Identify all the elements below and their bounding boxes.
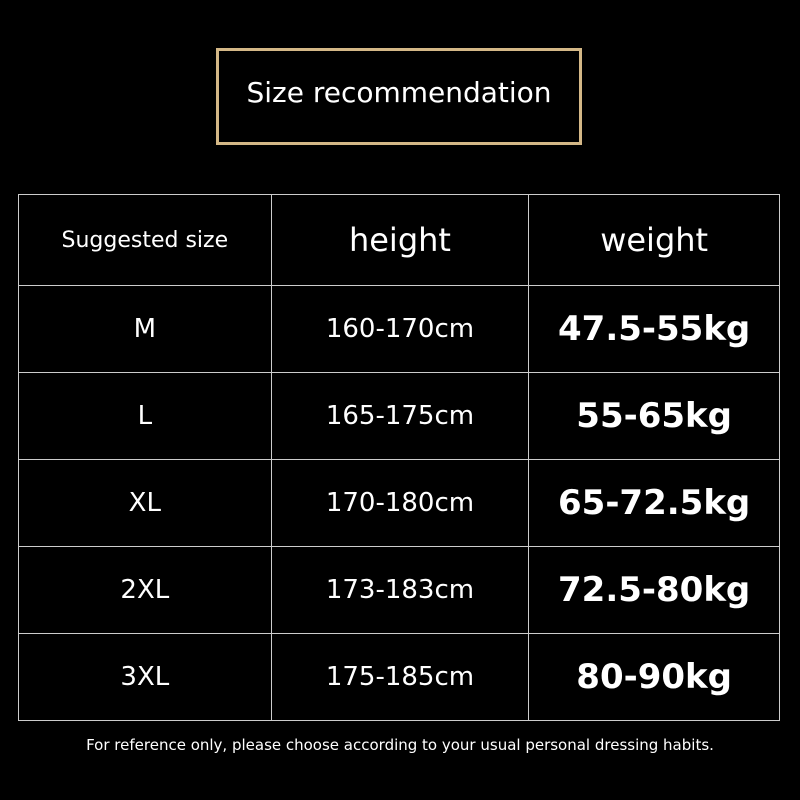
frame xyxy=(216,48,582,145)
header-cell: Suggested size xyxy=(18,194,272,286)
cell: 72.5-80kg xyxy=(528,546,780,634)
row: XL 170-180cm 65-72.5kg xyxy=(18,459,780,547)
note: For reference only, please choose accord… xyxy=(86,736,714,754)
frame-top xyxy=(216,48,582,51)
title: Size recommendation xyxy=(246,76,552,109)
table-body: Suggested size height weight M 160-170cm 47.5… xyxy=(18,194,780,721)
frame-bottom xyxy=(216,142,582,145)
header-cell: height xyxy=(270,194,530,286)
row: L 165-175cm 55-65kg xyxy=(18,372,780,460)
cell: 160-170cm xyxy=(270,285,530,373)
cell: XL xyxy=(18,459,272,547)
size-table: Suggested size height weight M 160-170cm 47.5… xyxy=(18,194,780,721)
row: 3XL 175-185cm 80-90kg xyxy=(18,633,780,721)
cell: 175-185cm xyxy=(270,633,530,721)
row: 2XL 173-183cm 72.5-80kg xyxy=(18,546,780,634)
cell: L xyxy=(18,372,272,460)
cell: 173-183cm xyxy=(270,546,530,634)
title-box: Size recommendation xyxy=(216,48,582,145)
cell: 65-72.5kg xyxy=(528,459,780,547)
header-cell: weight xyxy=(528,194,780,286)
cell: 2XL xyxy=(18,546,272,634)
row: M 160-170cm 47.5-55kg xyxy=(18,285,780,373)
cell: 80-90kg xyxy=(528,633,780,721)
cell: 165-175cm xyxy=(270,372,530,460)
cell: 55-65kg xyxy=(528,372,780,460)
cell: M xyxy=(18,285,272,373)
cell: 3XL xyxy=(18,633,272,721)
cell: 47.5-55kg xyxy=(528,285,780,373)
header-row: Suggested size height weight xyxy=(18,194,780,286)
cell: 170-180cm xyxy=(270,459,530,547)
